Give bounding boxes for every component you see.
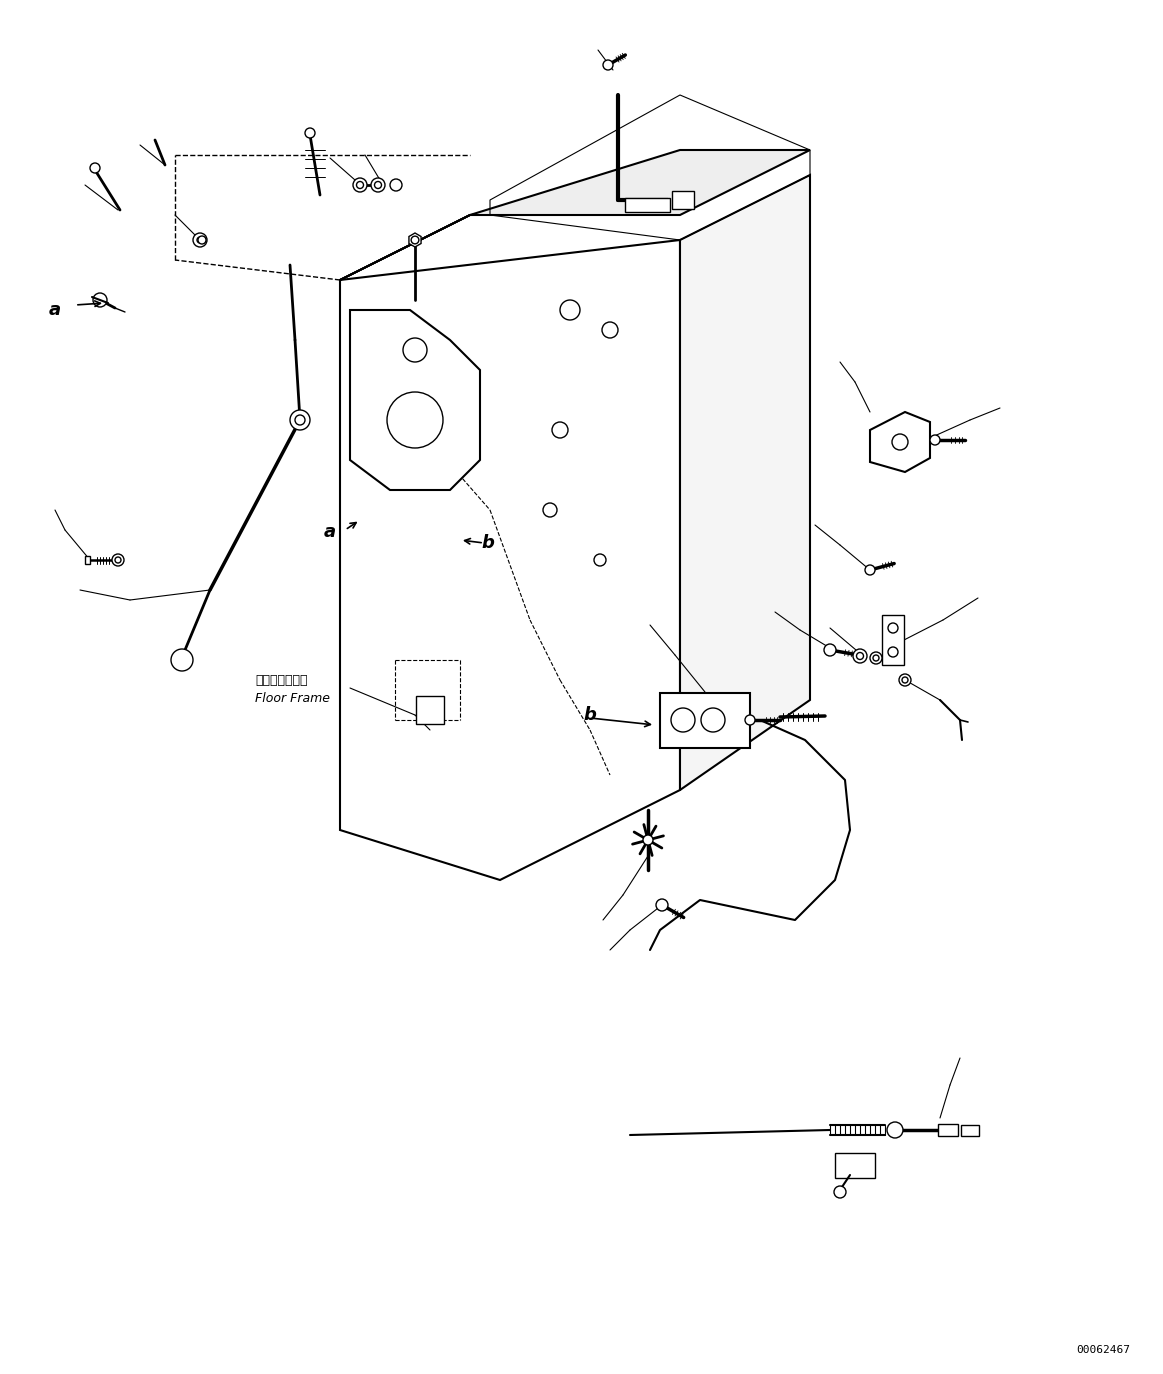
Circle shape: [290, 409, 311, 430]
Bar: [659, 692, 750, 747]
Circle shape: [112, 554, 124, 566]
Bar: [882, 616, 904, 665]
Circle shape: [552, 422, 568, 438]
Polygon shape: [340, 240, 680, 879]
Circle shape: [656, 899, 668, 911]
Circle shape: [865, 565, 875, 574]
Polygon shape: [340, 150, 809, 280]
Circle shape: [899, 675, 911, 686]
Polygon shape: [350, 311, 480, 491]
Circle shape: [889, 647, 898, 657]
Bar: [939, 1124, 958, 1136]
Text: b: b: [584, 706, 597, 724]
Circle shape: [561, 300, 580, 320]
Circle shape: [602, 60, 613, 70]
Circle shape: [197, 236, 204, 243]
Text: 00062467: 00062467: [1076, 1345, 1130, 1355]
Circle shape: [902, 677, 908, 683]
Circle shape: [825, 644, 836, 655]
Text: b: b: [481, 534, 494, 552]
Circle shape: [412, 236, 419, 243]
Circle shape: [354, 179, 368, 192]
Bar: [672, 191, 694, 209]
Circle shape: [643, 835, 652, 845]
Text: a: a: [324, 523, 336, 541]
Circle shape: [873, 655, 879, 661]
Polygon shape: [409, 234, 421, 247]
Circle shape: [374, 181, 381, 188]
Circle shape: [870, 653, 882, 664]
Polygon shape: [680, 174, 809, 790]
Circle shape: [387, 392, 443, 448]
Circle shape: [892, 434, 908, 451]
Circle shape: [834, 1186, 846, 1198]
Circle shape: [371, 179, 385, 192]
Bar: [961, 1124, 979, 1135]
Circle shape: [193, 234, 207, 247]
Circle shape: [856, 653, 863, 660]
Circle shape: [93, 293, 107, 306]
Circle shape: [390, 179, 402, 191]
Text: フロアフレーム: フロアフレーム: [255, 673, 307, 687]
Circle shape: [305, 128, 315, 137]
Text: Floor Frame: Floor Frame: [255, 691, 330, 705]
Circle shape: [543, 503, 557, 517]
Circle shape: [602, 322, 618, 338]
Circle shape: [887, 1123, 902, 1138]
Circle shape: [930, 436, 940, 445]
Text: a: a: [49, 301, 62, 319]
Bar: [835, 1153, 875, 1178]
Circle shape: [295, 415, 305, 425]
Circle shape: [404, 338, 427, 361]
Circle shape: [198, 236, 206, 245]
Circle shape: [852, 649, 866, 664]
Circle shape: [90, 164, 100, 173]
Circle shape: [701, 708, 725, 732]
Circle shape: [594, 554, 606, 566]
Polygon shape: [85, 556, 90, 563]
Circle shape: [889, 622, 898, 633]
Bar: [416, 697, 444, 724]
Circle shape: [745, 714, 755, 725]
Circle shape: [671, 708, 695, 732]
Polygon shape: [870, 412, 930, 473]
Circle shape: [357, 181, 364, 188]
Circle shape: [171, 649, 193, 671]
Circle shape: [115, 556, 121, 563]
Bar: [626, 198, 671, 212]
